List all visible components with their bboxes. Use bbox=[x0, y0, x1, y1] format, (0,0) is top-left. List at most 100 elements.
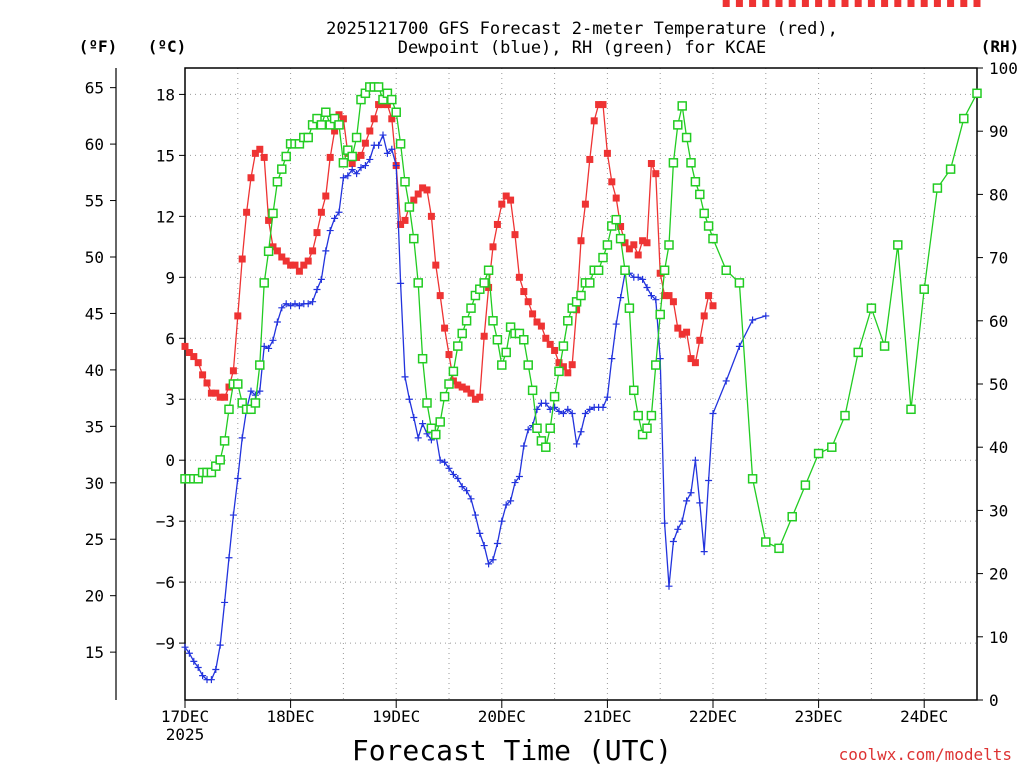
temperature-point bbox=[520, 288, 528, 296]
rh-point bbox=[598, 252, 608, 263]
dewpoint-point bbox=[458, 483, 466, 491]
temperature-point bbox=[291, 261, 299, 269]
dewpoint-point bbox=[480, 542, 488, 550]
temperature-point bbox=[366, 127, 374, 135]
dewpoint-point bbox=[608, 355, 616, 363]
temperature-point bbox=[603, 149, 611, 157]
chart-title-line1: 2025121700 GFS Forecast 2-meter Temperat… bbox=[326, 19, 838, 39]
temperature-point bbox=[546, 340, 554, 348]
rh-point bbox=[800, 480, 811, 490]
x-axis-label: Forecast Time (UTC) bbox=[352, 734, 672, 767]
rh-point bbox=[708, 233, 718, 244]
x-tick-label: 22DEC bbox=[689, 707, 737, 726]
temperature-point bbox=[212, 389, 220, 397]
fahrenheit-tick-label: 60 bbox=[85, 135, 104, 154]
dewpoint-point bbox=[309, 298, 317, 306]
rh-point bbox=[593, 265, 604, 275]
dewpoint-point bbox=[542, 399, 550, 407]
series-temperature bbox=[181, 0, 981, 403]
celsius-tick-label: −9 bbox=[156, 634, 175, 653]
dewpoint-point bbox=[383, 149, 391, 157]
rh-point bbox=[488, 316, 498, 326]
dewpoint-point bbox=[568, 409, 576, 417]
dewpoint-point bbox=[322, 247, 330, 255]
dewpoint-point bbox=[410, 414, 418, 422]
fahrenheit-tick-label: 20 bbox=[85, 587, 104, 606]
rh-point bbox=[761, 537, 771, 547]
rh-point bbox=[439, 391, 450, 402]
rh-point bbox=[668, 158, 679, 168]
rh-point bbox=[466, 303, 476, 313]
rh-point bbox=[655, 309, 665, 320]
temperature-point bbox=[370, 115, 378, 123]
dewpoint-point bbox=[722, 377, 730, 385]
temperature-point bbox=[207, 389, 215, 397]
temperature-point bbox=[669, 298, 677, 306]
dewpoint-point bbox=[735, 342, 743, 350]
rh-tick-label: 70 bbox=[989, 249, 1008, 268]
temperature-point bbox=[493, 220, 501, 228]
fahrenheit-tick-label: 40 bbox=[85, 361, 104, 380]
rh-point bbox=[699, 208, 709, 219]
dewpoint-point bbox=[524, 426, 532, 434]
rh-point bbox=[866, 303, 877, 313]
celsius-tick-label: −6 bbox=[156, 573, 175, 592]
temperature-point bbox=[674, 324, 682, 332]
dewpoint-point bbox=[265, 344, 273, 352]
dewpoint-point bbox=[705, 477, 713, 485]
dewpoint-point bbox=[375, 141, 383, 149]
rh-point bbox=[972, 88, 982, 99]
celsius-tick-label: 6 bbox=[165, 329, 175, 348]
rh-point bbox=[391, 107, 401, 117]
temperature-point bbox=[533, 318, 541, 326]
dewpoint-point bbox=[181, 643, 189, 651]
temperature-point bbox=[854, 0, 862, 7]
dewpoint-point bbox=[401, 373, 409, 381]
dewpoint-point bbox=[313, 286, 321, 294]
dewpoint-point bbox=[225, 554, 233, 562]
x-tick-label: 20DEC bbox=[478, 707, 526, 726]
dewpoint-point bbox=[388, 145, 396, 153]
rh-point bbox=[576, 290, 586, 301]
dewpoint-point bbox=[709, 409, 717, 417]
dewpoint-point bbox=[696, 499, 704, 507]
rh-point bbox=[219, 436, 230, 446]
dewpoint-point bbox=[493, 540, 501, 548]
temperature-point bbox=[515, 273, 523, 281]
rh-tick-label: 40 bbox=[989, 438, 1008, 457]
dewpoint-point bbox=[749, 316, 757, 324]
temperature-point bbox=[652, 170, 660, 178]
dewpoint-point bbox=[634, 273, 642, 281]
rh-point bbox=[853, 347, 863, 358]
dewpoint-point bbox=[467, 495, 475, 503]
temperature-point bbox=[234, 312, 242, 320]
temperature-point bbox=[190, 353, 198, 361]
dewpoint-point bbox=[353, 170, 361, 178]
dewpoint-point bbox=[564, 405, 572, 413]
rh-point bbox=[444, 379, 454, 389]
temperature-point bbox=[564, 369, 572, 377]
temperature-point bbox=[630, 241, 638, 249]
dewpoint-point bbox=[269, 336, 277, 344]
fahrenheit-tick-label: 65 bbox=[85, 79, 104, 98]
temperature-point bbox=[524, 298, 532, 306]
temperature-point bbox=[322, 192, 330, 200]
rh-point bbox=[250, 398, 261, 408]
rh-unit-label: (RH) bbox=[981, 37, 1020, 56]
temperature-point bbox=[700, 312, 708, 320]
dewpoint-point bbox=[414, 434, 422, 442]
rh-point bbox=[461, 316, 472, 326]
rh-point bbox=[457, 328, 467, 339]
temperature-point bbox=[445, 351, 453, 359]
dewpoint-point bbox=[669, 537, 677, 545]
celsius-tick-label: −3 bbox=[156, 512, 175, 531]
temperature-point bbox=[436, 292, 444, 300]
temperature-point bbox=[595, 101, 603, 109]
rh-point bbox=[417, 353, 428, 364]
temperature-point bbox=[687, 355, 695, 363]
temperature-point bbox=[599, 101, 607, 109]
rh-point bbox=[281, 151, 291, 162]
dewpoint-point bbox=[335, 208, 343, 216]
temperature-point bbox=[317, 208, 325, 216]
